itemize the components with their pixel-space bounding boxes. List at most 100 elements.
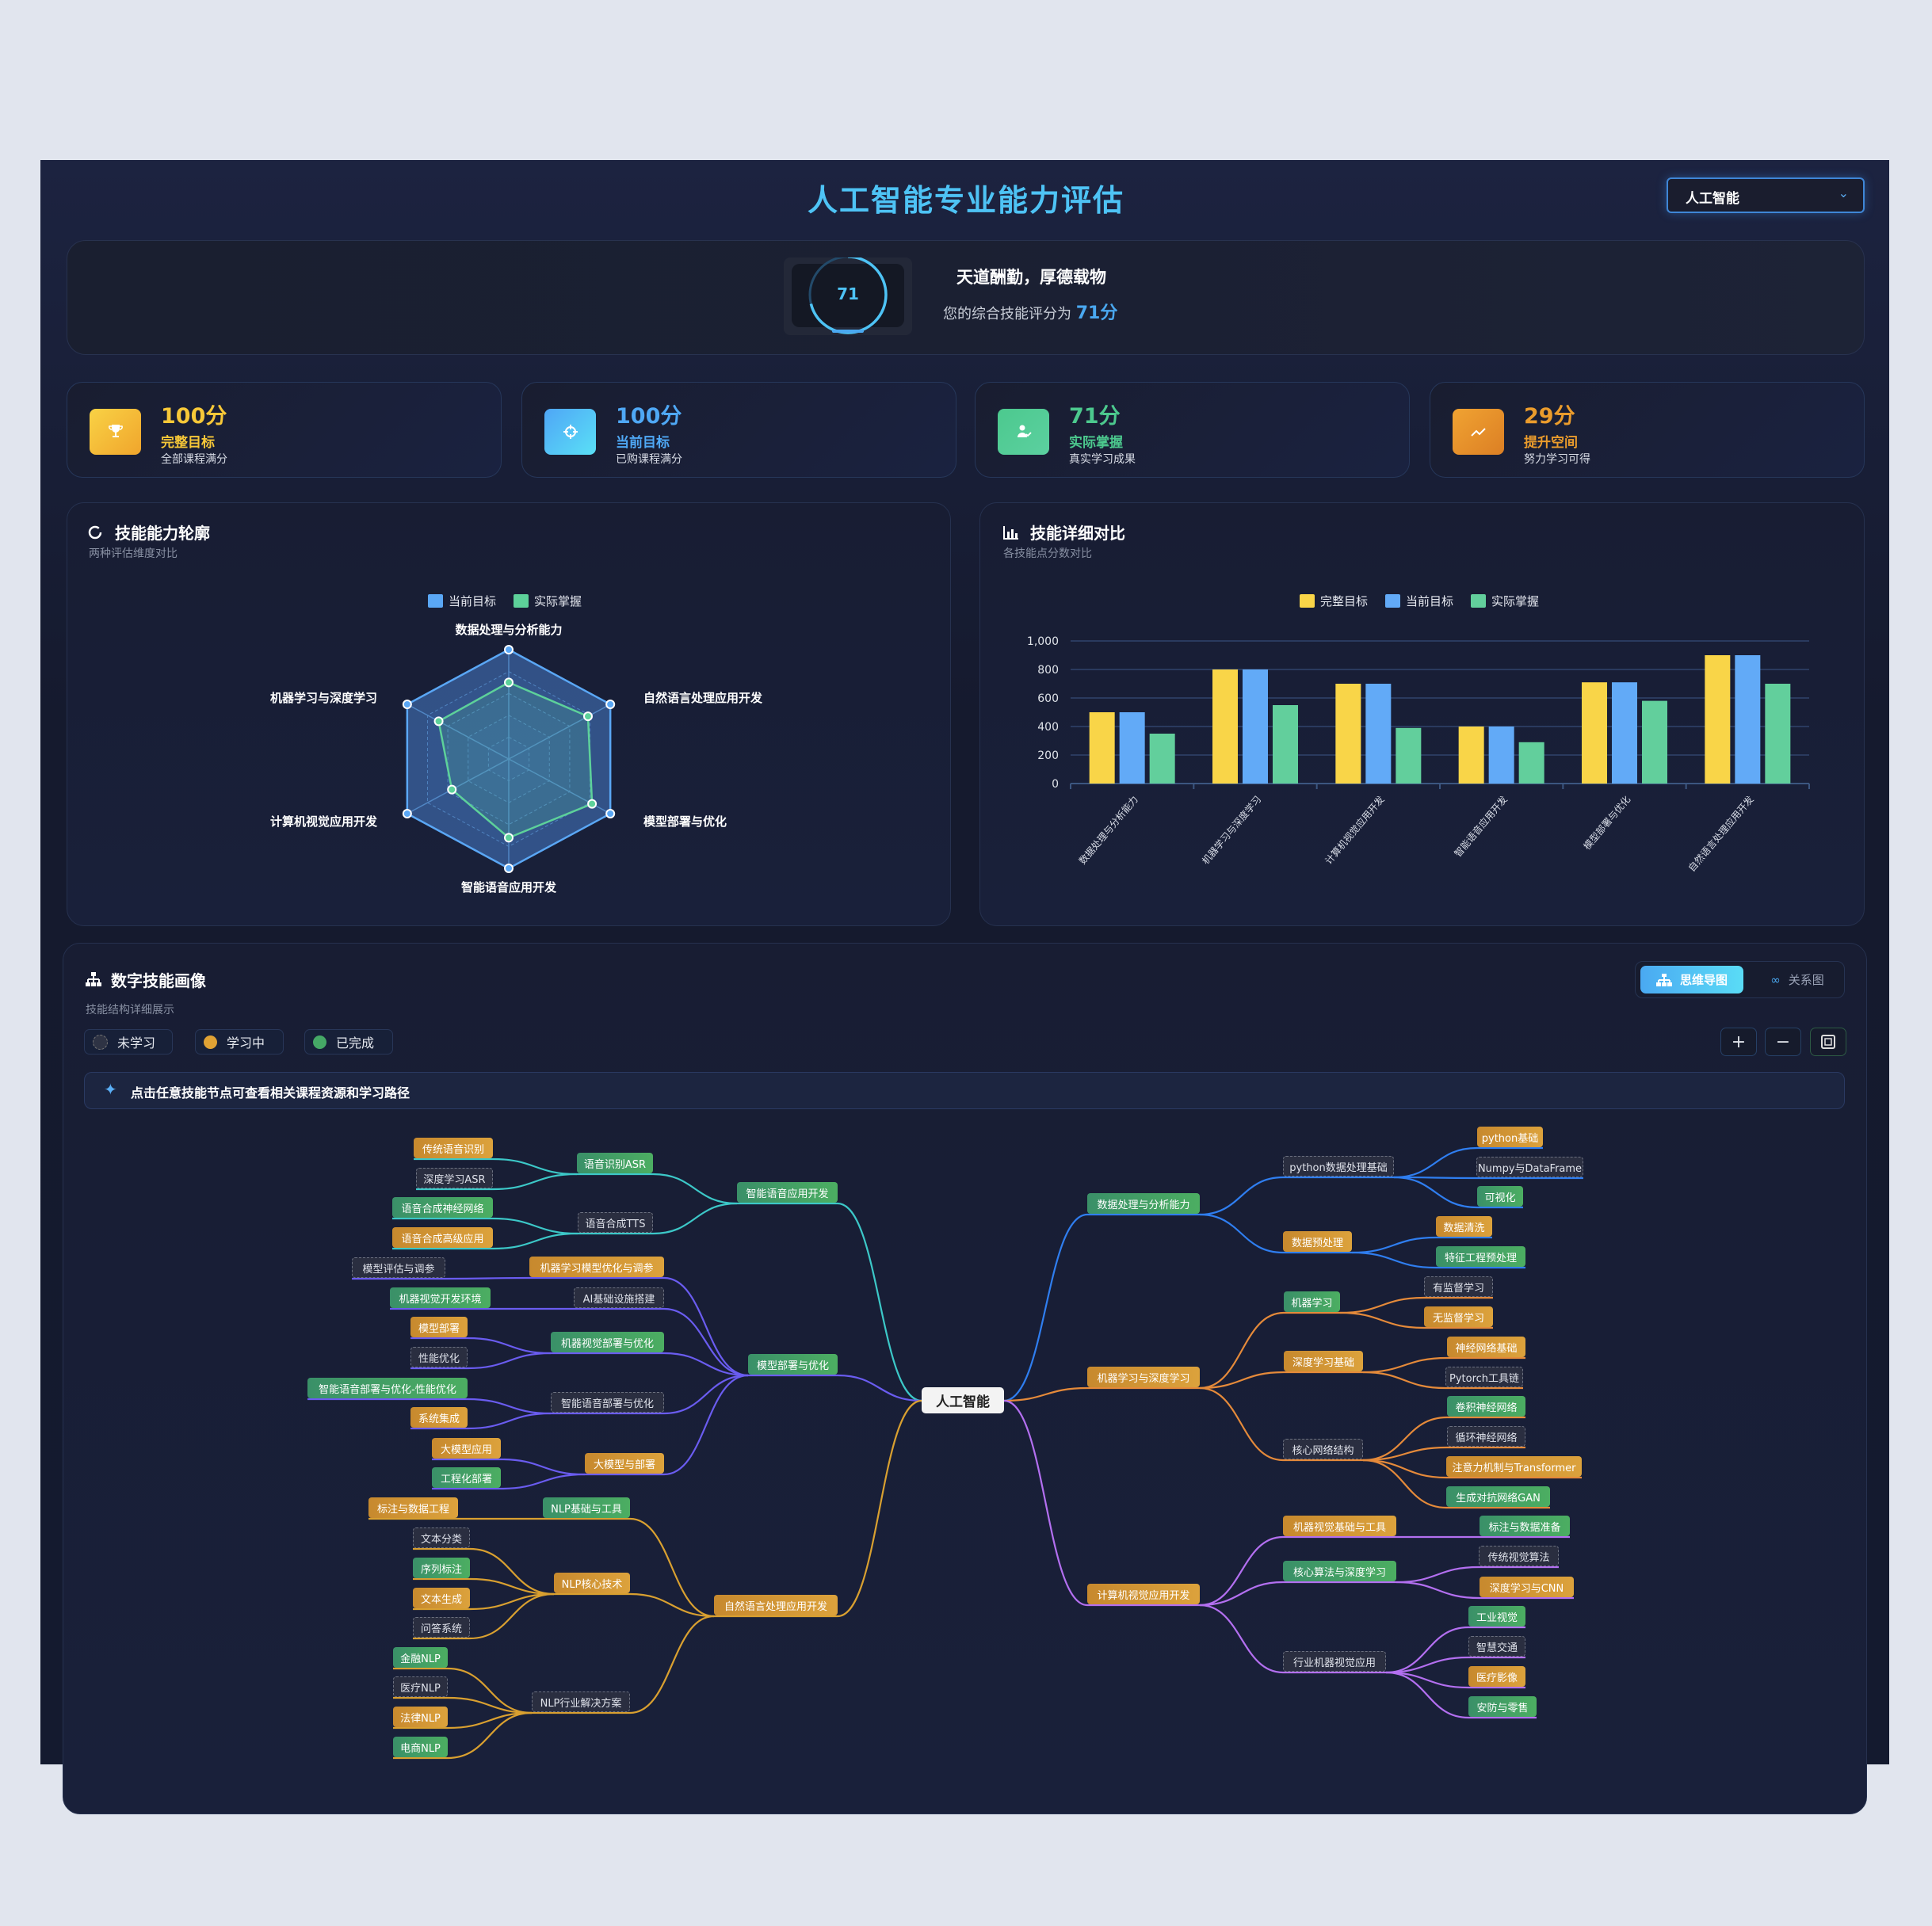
radar-point[interactable] (504, 645, 514, 654)
skill-node[interactable]: 性能优化 (410, 1347, 468, 1367)
skill-node[interactable]: 机器视觉部署与优化 (551, 1332, 664, 1352)
skill-node[interactable]: NLP行业解决方案 (532, 1691, 630, 1712)
skill-node[interactable]: 可视化 (1477, 1186, 1523, 1207)
skill-node[interactable]: python基础 (1477, 1127, 1543, 1147)
skill-node[interactable]: 循环神经网络 (1447, 1426, 1525, 1447)
radar-point[interactable] (504, 677, 514, 688)
bar[interactable] (1458, 727, 1484, 784)
skill-node[interactable]: 问答系统 (413, 1617, 470, 1638)
skill-node[interactable]: 智能语音部署与优化-性能优化 (307, 1378, 468, 1398)
zoom-in-button[interactable]: + (1720, 1028, 1757, 1056)
fit-view-button[interactable] (1810, 1028, 1846, 1056)
legend-learning[interactable]: 学习中 (195, 1029, 284, 1055)
skill-node[interactable]: 电商NLP (393, 1737, 448, 1757)
skill-node[interactable]: 核心算法与深度学习 (1283, 1561, 1396, 1581)
tab-relation-graph[interactable]: ∞ 关系图 (1754, 966, 1840, 994)
bar[interactable] (1488, 727, 1514, 784)
radar-point[interactable] (504, 833, 514, 843)
skill-node[interactable]: 机器学习 (1284, 1291, 1340, 1312)
skill-node[interactable]: 深度学习与CNN (1480, 1577, 1574, 1597)
skill-node[interactable]: 有监督学习 (1424, 1276, 1493, 1297)
bar[interactable] (1119, 712, 1145, 784)
skill-node[interactable]: 智慧交通 (1468, 1636, 1525, 1657)
bar[interactable] (1765, 684, 1791, 784)
bar[interactable] (1273, 705, 1298, 784)
radar-point[interactable] (433, 716, 444, 727)
skill-node[interactable]: Pytorch工具链 (1445, 1367, 1523, 1387)
skill-node[interactable]: 医疗NLP (393, 1676, 448, 1697)
skill-node[interactable]: 计算机视觉应用开发 (1087, 1584, 1200, 1604)
skill-node[interactable]: NLP核心技术 (554, 1573, 630, 1593)
skill-node[interactable]: 大模型与部署 (585, 1453, 664, 1474)
skill-node[interactable]: 生成对抗网络GAN (1446, 1486, 1550, 1507)
skill-node[interactable]: 系统集成 (410, 1407, 468, 1428)
skill-node[interactable]: 自然语言处理应用开发 (714, 1595, 838, 1615)
skill-node[interactable]: 工业视觉 (1468, 1606, 1525, 1627)
skill-node[interactable]: 注意力机制与Transformer (1446, 1456, 1582, 1477)
bar[interactable] (1335, 684, 1361, 784)
mindmap-root-node[interactable]: 人工智能 (922, 1387, 1004, 1413)
tab-mindmap[interactable]: 思维导图 (1640, 966, 1743, 994)
skill-node[interactable]: 标注与数据准备 (1480, 1516, 1570, 1536)
radar-point[interactable] (447, 784, 457, 795)
skill-node[interactable]: 文本分类 (413, 1527, 470, 1548)
skill-node[interactable]: 神经网络基础 (1447, 1337, 1525, 1357)
skill-node[interactable]: 大模型应用 (432, 1438, 501, 1459)
skill-node[interactable]: 语音合成TTS (578, 1212, 653, 1233)
skill-node[interactable]: 模型部署 (410, 1317, 468, 1337)
skill-node[interactable]: 工程化部署 (432, 1467, 501, 1488)
radar-point[interactable] (587, 799, 598, 809)
radar-point[interactable] (605, 809, 616, 818)
skill-node[interactable]: 序列标注 (413, 1558, 470, 1578)
skill-node[interactable]: 传统语音识别 (414, 1138, 493, 1158)
skill-node[interactable]: AI基础设施搭建 (574, 1287, 664, 1308)
skill-node[interactable]: 语音识别ASR (577, 1153, 653, 1173)
bar[interactable] (1089, 712, 1115, 784)
skill-node[interactable]: 无监督学习 (1424, 1306, 1493, 1327)
skill-node[interactable]: 法律NLP (393, 1707, 448, 1727)
legend-label[interactable]: 完整目标 (1320, 594, 1368, 608)
skill-node[interactable]: 语音合成神经网络 (392, 1197, 493, 1218)
skill-node[interactable]: NLP基础与工具 (543, 1497, 630, 1518)
skill-node[interactable]: 传统视觉算法 (1479, 1546, 1559, 1566)
skill-node[interactable]: 深度学习ASR (416, 1168, 493, 1188)
skill-node[interactable]: 文本生成 (413, 1588, 470, 1608)
skill-node[interactable]: 数据预处理 (1283, 1231, 1352, 1252)
skill-node[interactable]: 机器视觉开发环境 (390, 1287, 491, 1308)
bar[interactable] (1582, 682, 1607, 784)
bar[interactable] (1365, 684, 1392, 784)
radar-point[interactable] (402, 809, 412, 818)
skill-node[interactable]: 标注与数据工程 (368, 1497, 458, 1518)
radar-point[interactable] (402, 700, 412, 709)
radar-point[interactable] (504, 864, 514, 873)
skill-node[interactable]: 特征工程预处理 (1436, 1246, 1525, 1267)
skill-node[interactable]: 数据清洗 (1436, 1216, 1492, 1237)
skill-node[interactable]: Numpy与DataFrame (1476, 1157, 1583, 1177)
skill-node[interactable]: 安防与零售 (1468, 1696, 1537, 1717)
bar[interactable] (1243, 669, 1268, 784)
bar[interactable] (1149, 734, 1175, 784)
legend-label[interactable]: 实际掌握 (534, 594, 582, 608)
legend-label[interactable]: 实际掌握 (1491, 594, 1539, 608)
skill-node[interactable]: 数据处理与分析能力 (1087, 1193, 1200, 1214)
legend-label[interactable]: 当前目标 (449, 594, 496, 608)
zoom-out-button[interactable]: − (1765, 1028, 1801, 1056)
major-select-dropdown[interactable]: 人工智能 ⌄ (1667, 177, 1865, 213)
skill-node[interactable]: 智能语音应用开发 (737, 1182, 838, 1203)
legend-completed[interactable]: 已完成 (304, 1029, 393, 1055)
skill-node[interactable]: 核心网络结构 (1283, 1439, 1363, 1459)
skill-node[interactable]: 深度学习基础 (1284, 1351, 1363, 1371)
skill-node[interactable]: 智能语音部署与优化 (551, 1392, 664, 1413)
skill-node[interactable]: 模型部署与优化 (748, 1354, 838, 1375)
skill-node[interactable]: 卷积神经网络 (1447, 1396, 1525, 1417)
skill-node[interactable]: 机器学习模型优化与调参 (529, 1257, 664, 1277)
radar-point[interactable] (605, 700, 616, 709)
legend-label[interactable]: 当前目标 (1406, 594, 1453, 608)
skill-node[interactable]: 机器学习与深度学习 (1087, 1367, 1200, 1387)
bar[interactable] (1212, 669, 1238, 784)
bar[interactable] (1705, 655, 1731, 784)
skill-node[interactable]: python数据处理基础 (1283, 1156, 1394, 1177)
radar-point[interactable] (582, 711, 593, 722)
bar[interactable] (1518, 742, 1544, 784)
skill-node[interactable]: 行业机器视觉应用 (1283, 1651, 1386, 1672)
